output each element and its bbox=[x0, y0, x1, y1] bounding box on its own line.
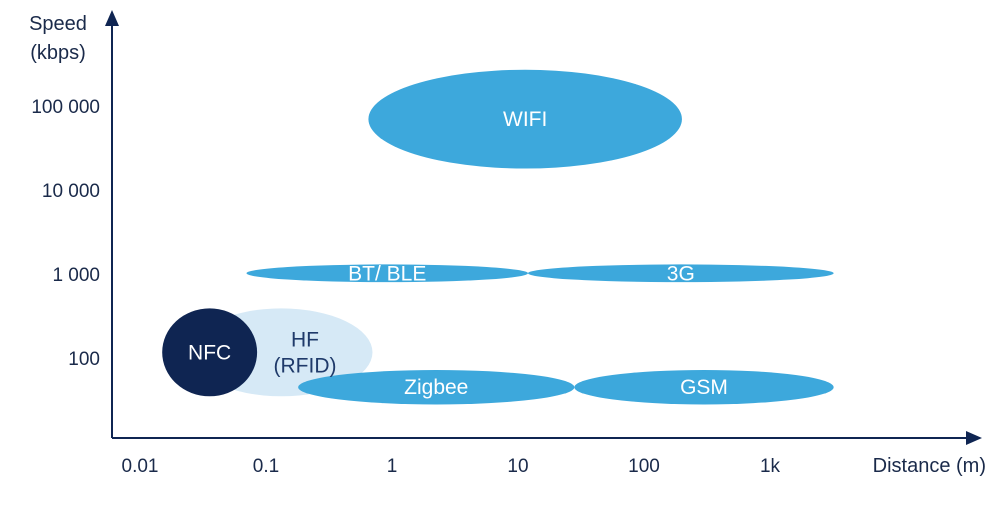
region-gsm bbox=[574, 369, 834, 405]
region-wifi bbox=[368, 69, 682, 169]
y-axis-title: Speed bbox=[29, 13, 87, 35]
axes-layer: 0.01 0.1 1 10 100 1k 100 000 10 000 1 000 100 Dist… bbox=[29, 10, 986, 477]
x-tick-label: 0.01 bbox=[122, 456, 159, 477]
region-zigbee bbox=[298, 369, 575, 405]
x-tick-label: 0.1 bbox=[253, 456, 279, 477]
y-tick-label: 100 000 bbox=[31, 97, 100, 118]
x-axis-arrow bbox=[966, 431, 982, 445]
x-tick-label: 1k bbox=[760, 456, 781, 477]
region-label-3g: 3G bbox=[667, 262, 695, 285]
y-tick-label: 100 bbox=[68, 349, 100, 370]
region-label-bt-ble: BT/ BLE bbox=[348, 262, 426, 285]
y-axis-arrow bbox=[105, 10, 119, 26]
x-tick-label: 100 bbox=[628, 456, 660, 477]
region-nfc bbox=[162, 308, 258, 397]
region-label-hf-rfid: HF bbox=[291, 328, 319, 351]
region-label-wifi: WIFI bbox=[503, 108, 547, 131]
region-3g bbox=[527, 264, 834, 283]
y-tick-label: 10 000 bbox=[42, 181, 100, 202]
x-tick-label: 10 bbox=[507, 456, 528, 477]
y-tick-label: 1 000 bbox=[52, 265, 100, 286]
region-label-nfc: NFC bbox=[188, 341, 231, 364]
regions-layer bbox=[162, 69, 834, 405]
y-axis-title: (kbps) bbox=[30, 42, 86, 64]
region-label-gsm: GSM bbox=[680, 376, 728, 399]
x-axis-title: Distance (m) bbox=[873, 455, 986, 477]
x-tick-label: 1 bbox=[387, 456, 398, 477]
labels-layer: HF (RFID) WIFI BT/ BLE 3G Zigbee GSM NFC bbox=[188, 108, 728, 399]
region-label-hf-rfid: (RFID) bbox=[274, 354, 337, 377]
region-bt-ble bbox=[246, 264, 528, 283]
region-label-zigbee: Zigbee bbox=[404, 376, 468, 399]
